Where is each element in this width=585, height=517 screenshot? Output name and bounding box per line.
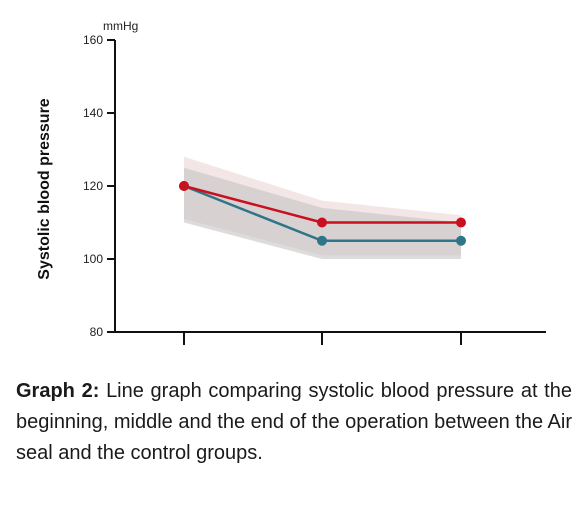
caption-text: Line graph comparing systolic blood pres… [16, 380, 572, 464]
y-tick-label-140: 140 [83, 106, 103, 120]
series-band-2 [184, 167, 461, 259]
series-2-point-2 [317, 235, 327, 246]
y-tick-label-100: 100 [83, 252, 103, 266]
axes: 80 100 120 140 160 [83, 33, 546, 345]
y-tick-label-160: 160 [83, 33, 103, 47]
confidence-bands [184, 156, 461, 259]
y-tick-label-80: 80 [90, 325, 104, 339]
figure-caption: Graph 2: Line graph comparing systolic b… [16, 376, 572, 469]
y-tick-label-120: 120 [83, 179, 103, 193]
series-1-point-2 [317, 217, 327, 228]
series-1-point-1 [179, 181, 189, 191]
chart-canvas: 80 100 120 140 160 mmHg Systolic blood press… [36, 19, 546, 345]
line-chart: 80 100 120 140 160 mmHg Systolic blood press… [36, 19, 546, 345]
series-1-point-3 [456, 217, 466, 228]
series-2-point-3 [456, 235, 466, 246]
data-points [179, 181, 466, 246]
y-axis-label: Systolic blood pressure [36, 98, 53, 279]
caption-label: Graph 2: [16, 380, 100, 402]
y-axis-unit: mmHg [103, 19, 138, 33]
